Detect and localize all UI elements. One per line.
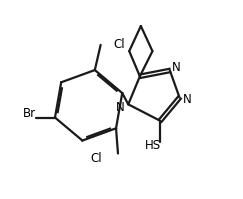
Text: HS: HS — [144, 139, 161, 152]
Text: Cl: Cl — [91, 152, 102, 165]
Text: N: N — [116, 101, 125, 114]
Text: Cl: Cl — [114, 38, 125, 51]
Text: N: N — [182, 93, 191, 106]
Text: N: N — [172, 61, 181, 74]
Text: Br: Br — [23, 106, 36, 120]
